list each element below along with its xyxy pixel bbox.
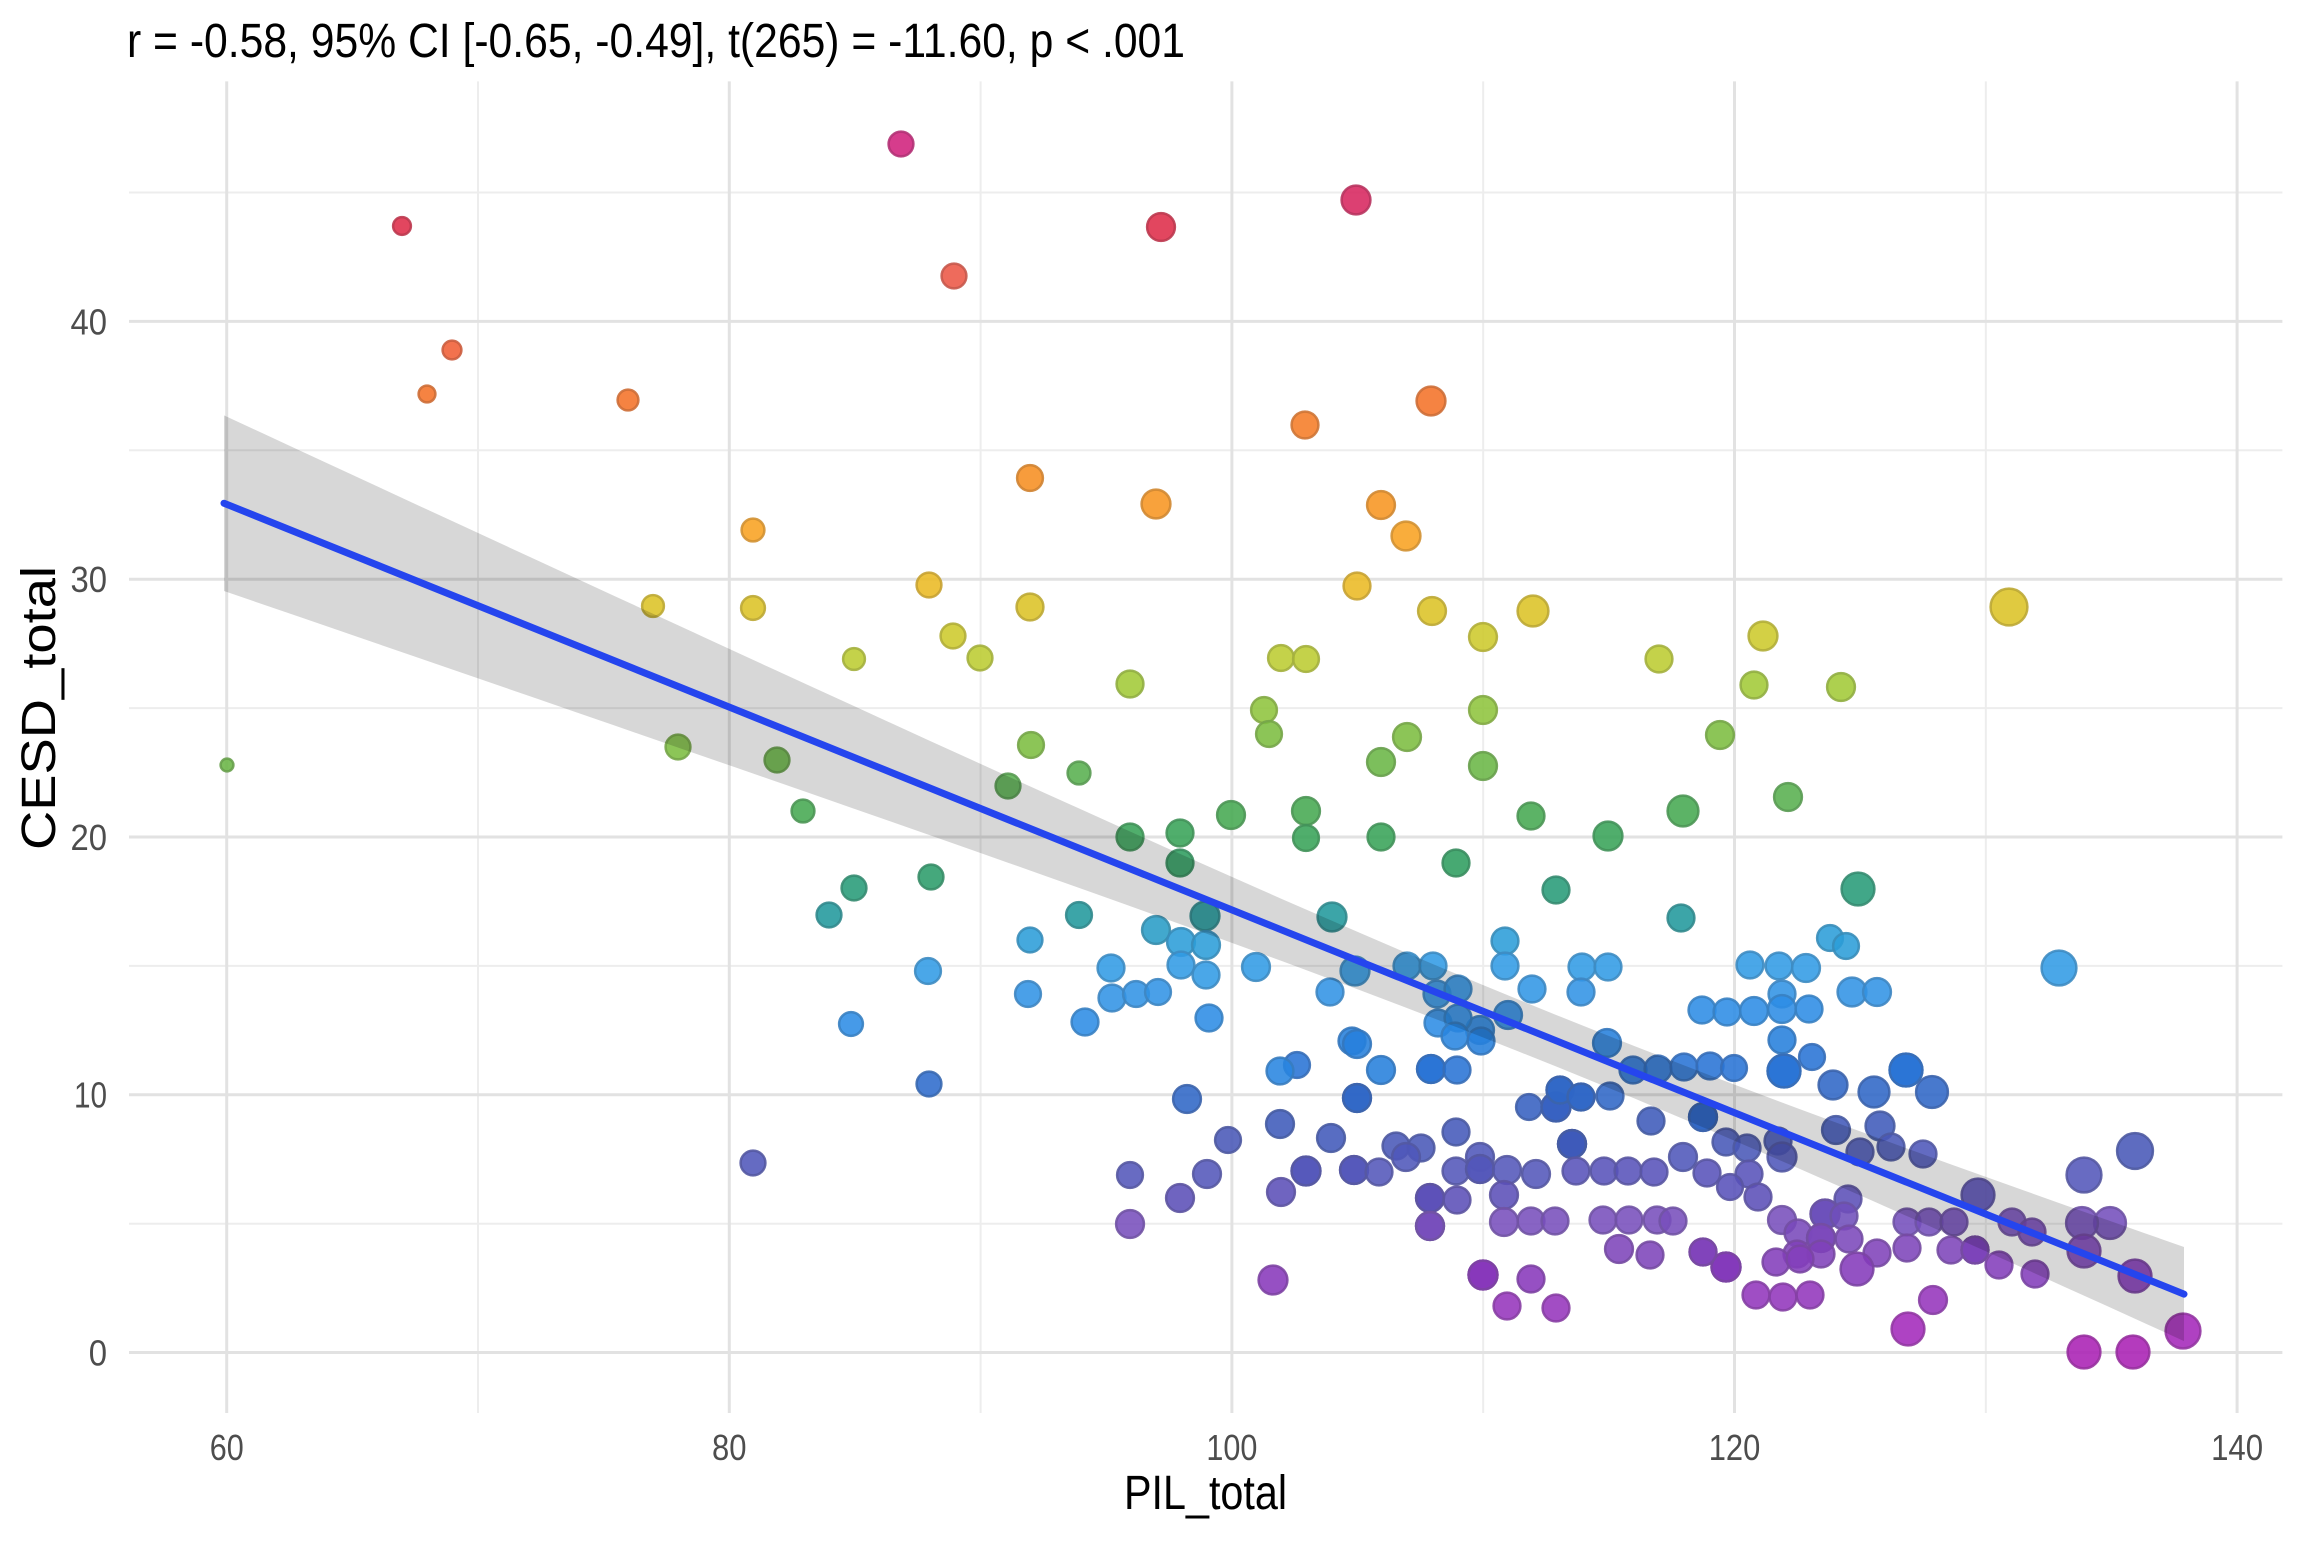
svg-text:40: 40	[71, 301, 108, 342]
svg-text:CESD_total: CESD_total	[13, 566, 66, 850]
svg-text:100: 100	[1206, 1427, 1257, 1468]
svg-text:80: 80	[712, 1427, 747, 1468]
svg-text:30: 30	[71, 559, 108, 600]
svg-text:60: 60	[210, 1427, 244, 1468]
svg-text:PIL_total: PIL_total	[1124, 1467, 1287, 1520]
svg-text:140: 140	[2211, 1427, 2263, 1468]
svg-text:r = -0.58, 95% CI [-0.65, -0.4: r = -0.58, 95% CI [-0.65, -0.49], t(265)…	[127, 15, 1185, 68]
svg-text:120: 120	[1709, 1427, 1761, 1468]
svg-text:20: 20	[71, 817, 108, 858]
svg-text:10: 10	[74, 1075, 107, 1116]
svg-text:0: 0	[89, 1333, 107, 1374]
